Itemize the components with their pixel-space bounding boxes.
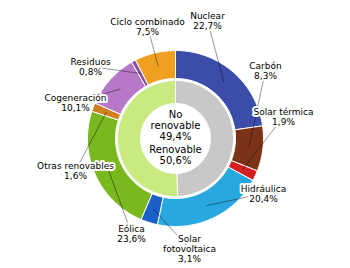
svg-text:Solar térmica1,9%: Solar térmica1,9% (253, 107, 313, 127)
svg-text:Hidráulica20,4%: Hidráulica20,4% (241, 184, 286, 204)
svg-text:Hidráulica20,4%: Hidráulica20,4% (241, 184, 286, 204)
svg-text:Eólica23,6%: Eólica23,6% (117, 224, 146, 244)
svg-text:Residuos0,8%: Residuos0,8% (70, 57, 110, 77)
svg-text:Renovable50,6%: Renovable50,6% (149, 144, 201, 166)
svg-text:Cogeneración10,1%: Cogeneración10,1% (44, 93, 106, 113)
svg-text:Otras renovables1,6%: Otras renovables1,6% (37, 161, 114, 181)
svg-text:Residuos0,8%: Residuos0,8% (70, 57, 110, 77)
svg-text:Carbón8,3%: Carbón8,3% (249, 61, 281, 81)
svg-text:Ciclo combinado7,5%: Ciclo combinado7,5% (110, 17, 185, 37)
svg-text:Solarfotovoltaica3,1%: Solarfotovoltaica3,1% (163, 234, 216, 264)
svg-text:Norenovable49,4%: Norenovable49,4% (151, 109, 201, 142)
svg-text:Otras renovables1,6%: Otras renovables1,6% (37, 161, 114, 181)
svg-text:Carbón8,3%: Carbón8,3% (249, 61, 281, 81)
svg-text:Cogeneración10,1%: Cogeneración10,1% (44, 93, 106, 113)
svg-text:Eólica23,6%: Eólica23,6% (117, 224, 146, 244)
svg-text:Ciclo combinado7,5%: Ciclo combinado7,5% (110, 17, 185, 37)
svg-text:Nuclear22,7%: Nuclear22,7% (190, 11, 225, 31)
svg-text:Solarfotovoltaica3,1%: Solarfotovoltaica3,1% (163, 234, 216, 264)
svg-text:Nuclear22,7%: Nuclear22,7% (190, 11, 225, 31)
svg-text:Solar térmica1,9%: Solar térmica1,9% (253, 107, 313, 127)
